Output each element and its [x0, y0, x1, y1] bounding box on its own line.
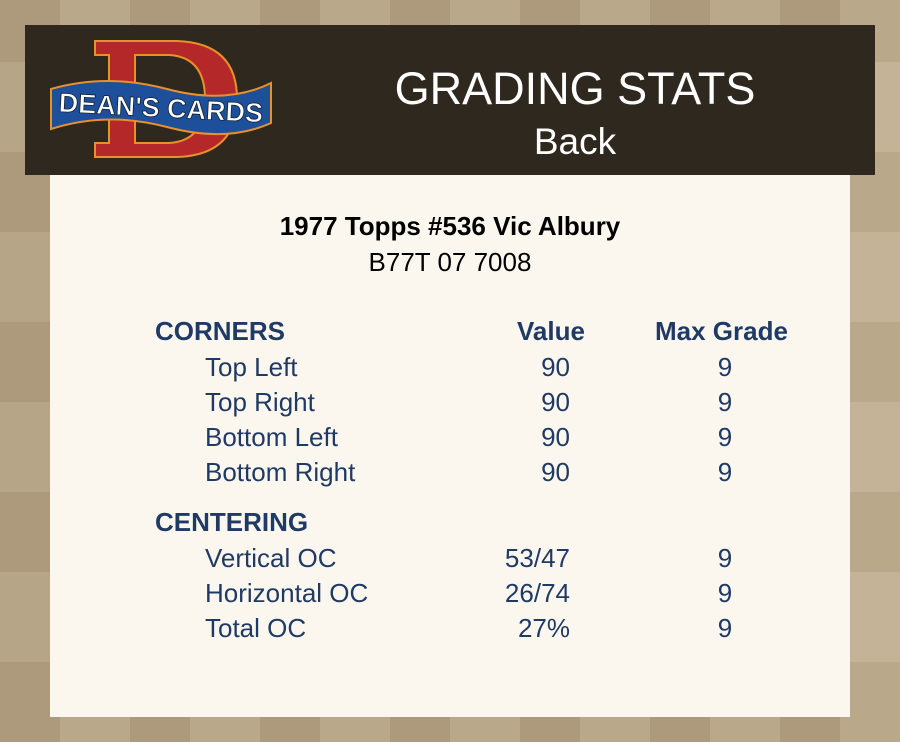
- page-title: GRADING STATS: [394, 63, 756, 114]
- stats-panel: 1977 Topps #536 Vic Albury B77T 07 7008 …: [50, 175, 850, 717]
- row-max-grade: 9: [717, 352, 733, 382]
- row-max-grade: 9: [717, 422, 733, 452]
- corners-heading: CORNERS: [155, 316, 286, 346]
- page-subtitle: Back: [533, 121, 617, 162]
- row-value: 26/74: [504, 578, 570, 608]
- centering-heading: CENTERING: [155, 507, 309, 537]
- row-value: 53/47: [504, 543, 570, 573]
- card-code: B77T 07 7008: [368, 247, 532, 277]
- table-row: Top Right 90 9: [50, 387, 850, 419]
- row-value: 90: [541, 422, 570, 452]
- row-max-grade: 9: [717, 543, 733, 573]
- row-value: 90: [541, 352, 570, 382]
- card-name: 1977 Topps #536 Vic Albury: [279, 211, 621, 241]
- row-label: Horizontal OC: [205, 578, 369, 608]
- row-max-grade: 9: [717, 613, 733, 643]
- header: DEAN'S CARDS GRADING STATS Back: [25, 25, 875, 175]
- row-max-grade: 9: [717, 578, 733, 608]
- row-value: 27%: [517, 613, 570, 643]
- row-max-grade: 9: [717, 387, 733, 417]
- row-max-grade: 9: [717, 457, 733, 487]
- max-grade-column-header: Max Grade: [655, 316, 788, 346]
- row-label: Top Left: [205, 352, 298, 382]
- table-row: Bottom Right 90 9: [50, 457, 850, 489]
- row-label: Top Right: [205, 387, 315, 417]
- centering-header-row: CENTERING: [50, 507, 850, 539]
- corners-header-row: CORNERS Value Max Grade: [50, 316, 850, 348]
- row-label: Total OC: [205, 613, 307, 643]
- table-row: Bottom Left 90 9: [50, 422, 850, 454]
- table-row: Horizontal OC 26/74 9: [50, 578, 850, 610]
- row-value: 90: [541, 457, 570, 487]
- deans-cards-logo: DEAN'S CARDS: [50, 40, 272, 158]
- row-label: Vertical OC: [205, 543, 337, 573]
- table-row: Total OC 27% 9: [50, 613, 850, 645]
- table-row: Vertical OC 53/47 9: [50, 543, 850, 575]
- row-label: Bottom Left: [205, 422, 338, 452]
- value-column-header: Value: [517, 316, 585, 346]
- table-row: Top Left 90 9: [50, 352, 850, 384]
- row-label: Bottom Right: [205, 457, 356, 487]
- row-value: 90: [541, 387, 570, 417]
